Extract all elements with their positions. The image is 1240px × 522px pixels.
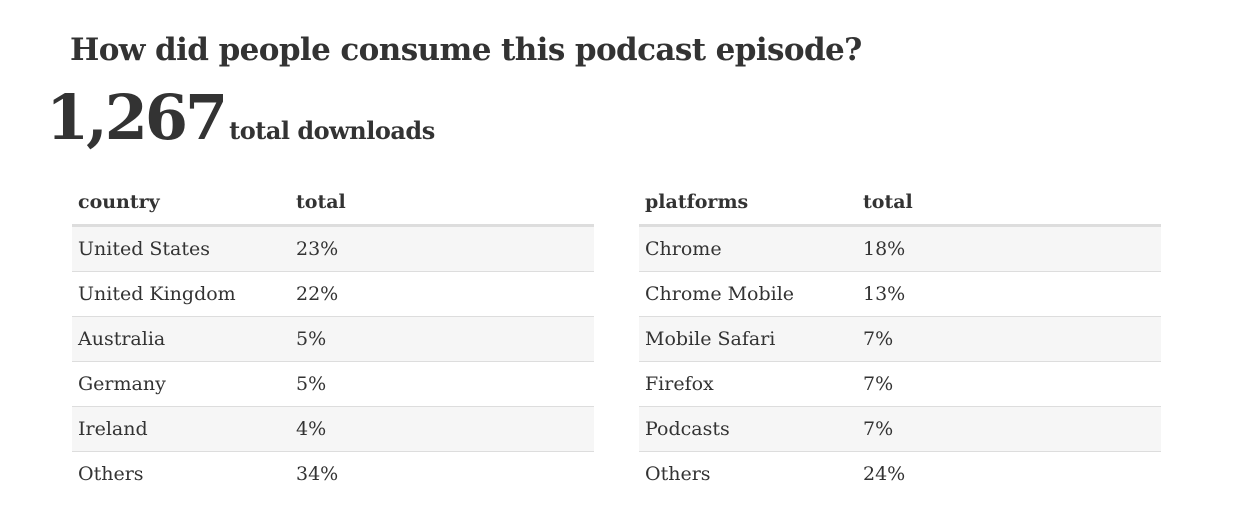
table-row: Ireland 4% — [72, 406, 594, 452]
platform-share: 7% — [857, 361, 1161, 407]
total-downloads-number: 1,267 — [46, 81, 228, 154]
platform-name: Mobile Safari — [639, 316, 857, 362]
column-header-total: total — [857, 180, 1161, 227]
platform-name: Podcasts — [639, 406, 857, 452]
table-row: Chrome Mobile 13% — [639, 271, 1161, 317]
table-row: Mobile Safari 7% — [639, 316, 1161, 362]
table-header-row: country total — [72, 180, 594, 227]
platform-share: 24% — [857, 451, 1161, 496]
country-share: 4% — [290, 406, 594, 452]
table-row: Others 24% — [639, 451, 1161, 496]
column-header-country: country — [72, 180, 290, 227]
table-header-row: platforms total — [639, 180, 1161, 227]
platform-table: platforms total Chrome 18% Chrome Mobile… — [639, 180, 1161, 496]
platform-share: 7% — [857, 316, 1161, 362]
country-name: United Kingdom — [72, 271, 290, 317]
page-title: How did people consume this podcast epis… — [70, 32, 862, 68]
country-share: 22% — [290, 271, 594, 317]
country-share: 23% — [290, 225, 594, 272]
platform-share: 7% — [857, 406, 1161, 452]
platform-name: Others — [639, 451, 857, 496]
column-header-total: total — [290, 180, 594, 227]
table-row: Others 34% — [72, 451, 594, 496]
table-row: United Kingdom 22% — [72, 271, 594, 317]
country-share: 34% — [290, 451, 594, 496]
total-downloads: 1,267 total downloads — [46, 80, 435, 156]
platform-share: 13% — [857, 271, 1161, 317]
platform-share: 18% — [857, 225, 1161, 272]
platform-name: Firefox — [639, 361, 857, 407]
table-row: Podcasts 7% — [639, 406, 1161, 452]
country-name: Others — [72, 451, 290, 496]
country-name: United States — [72, 225, 290, 272]
platform-name: Chrome — [639, 225, 857, 272]
table-row: United States 23% — [72, 225, 594, 272]
country-share: 5% — [290, 361, 594, 407]
table-row: Australia 5% — [72, 316, 594, 362]
total-downloads-label: total downloads — [229, 116, 435, 145]
column-header-platforms: platforms — [639, 180, 857, 227]
table-row: Chrome 18% — [639, 225, 1161, 272]
country-name: Ireland — [72, 406, 290, 452]
country-table: country total United States 23% United K… — [72, 180, 594, 496]
table-row: Germany 5% — [72, 361, 594, 407]
country-name: Germany — [72, 361, 290, 407]
country-name: Australia — [72, 316, 290, 362]
country-share: 5% — [290, 316, 594, 362]
platform-name: Chrome Mobile — [639, 271, 857, 317]
table-row: Firefox 7% — [639, 361, 1161, 407]
